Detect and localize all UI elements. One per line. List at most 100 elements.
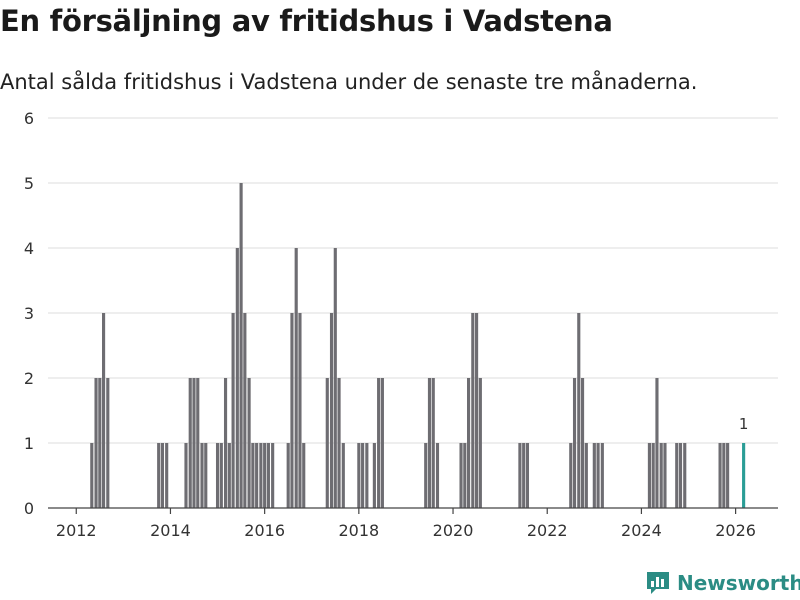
bar[interactable] (259, 443, 263, 508)
bar[interactable] (377, 378, 381, 508)
bar[interactable] (263, 443, 267, 508)
bar[interactable] (239, 183, 243, 508)
bar[interactable] (718, 443, 722, 508)
bar[interactable] (188, 378, 192, 508)
bar[interactable] (600, 443, 604, 508)
bar[interactable] (525, 443, 530, 508)
bar[interactable] (235, 248, 239, 508)
bar[interactable] (286, 443, 290, 508)
bar[interactable] (271, 443, 275, 508)
bar[interactable] (592, 443, 596, 508)
bar[interactable] (94, 378, 98, 508)
bar[interactable] (678, 443, 683, 508)
x-tick-label: 2022 (527, 521, 568, 540)
bar[interactable] (219, 443, 223, 508)
newsworthy-logo-icon (647, 572, 669, 594)
bar[interactable] (227, 443, 231, 508)
bar[interactable] (435, 443, 440, 508)
bar[interactable] (266, 443, 270, 508)
chart-subtitle: Antal sålda fritidshus i Vadstena under … (0, 70, 698, 94)
bar[interactable] (726, 443, 730, 508)
bar[interactable] (361, 443, 365, 508)
bar[interactable] (471, 313, 475, 508)
bar[interactable] (647, 443, 651, 508)
bar[interactable] (372, 443, 376, 508)
bar[interactable] (584, 443, 588, 508)
brand-name: Newsworthy (677, 571, 800, 595)
x-tick-label: 2026 (715, 521, 756, 540)
x-tick-label: 2018 (338, 521, 379, 540)
bar[interactable] (333, 248, 337, 508)
bar[interactable] (380, 378, 384, 508)
bar[interactable] (157, 443, 161, 508)
bar[interactable] (365, 443, 369, 508)
x-tick-label: 2020 (433, 521, 474, 540)
latest-value-label: 1 (739, 415, 749, 433)
bar[interactable] (255, 443, 259, 508)
bar[interactable] (675, 443, 679, 508)
bar[interactable] (518, 443, 522, 508)
gridlines (48, 117, 778, 444)
bar[interactable] (651, 443, 655, 508)
bar[interactable] (522, 443, 526, 508)
bar[interactable] (302, 443, 306, 508)
bar[interactable] (294, 248, 298, 508)
bar[interactable] (431, 378, 435, 508)
bar[interactable] (184, 443, 188, 508)
bar[interactable] (251, 443, 255, 508)
bar[interactable] (663, 443, 667, 508)
bar[interactable] (341, 443, 345, 508)
bar[interactable] (577, 313, 581, 508)
newsworthy-brand[interactable]: Newsworthy (645, 570, 800, 596)
bar[interactable] (596, 443, 600, 508)
bar[interactable] (475, 313, 479, 508)
bar[interactable] (231, 313, 235, 508)
axes: 0 1 2 3 4 5 6 1 2012 2014 2016 2018 2020 2022 2024 2026 (24, 109, 778, 540)
bar[interactable] (722, 443, 726, 508)
bar-latest[interactable] (742, 443, 746, 508)
y-tick-label: 0 (24, 499, 34, 518)
x-tick-label: 2024 (621, 521, 662, 540)
bar[interactable] (655, 378, 659, 508)
bar[interactable] (160, 443, 165, 508)
bar[interactable] (204, 443, 208, 508)
bar[interactable] (290, 313, 294, 508)
bar[interactable] (192, 378, 196, 508)
bar[interactable] (200, 443, 204, 508)
bar[interactable] (106, 378, 110, 508)
bar[interactable] (329, 313, 334, 508)
bar[interactable] (580, 378, 585, 508)
bar[interactable] (459, 443, 463, 508)
bar[interactable] (683, 443, 687, 508)
x-tick-label: 2016 (244, 521, 285, 540)
chart-title: En försäljning av fritidshus i Vadstena (0, 4, 613, 38)
bar[interactable] (196, 378, 200, 508)
bar[interactable] (325, 378, 329, 508)
bar[interactable] (102, 313, 106, 508)
bar[interactable] (165, 443, 169, 508)
bar[interactable] (337, 378, 341, 508)
bar[interactable] (223, 378, 228, 508)
bar[interactable] (427, 378, 432, 508)
y-tick-label: 2 (24, 369, 34, 388)
bar[interactable] (463, 443, 467, 508)
y-tick-label: 4 (24, 239, 34, 258)
x-tick-label: 2012 (56, 521, 97, 540)
bar[interactable] (215, 443, 220, 508)
bar[interactable] (467, 378, 471, 508)
x-tick-label: 2014 (150, 521, 191, 540)
bar[interactable] (298, 313, 302, 508)
bar[interactable] (243, 313, 247, 508)
bar[interactable] (659, 443, 663, 508)
y-tick-label: 6 (24, 109, 34, 128)
bar[interactable] (424, 443, 428, 508)
bar[interactable] (569, 443, 573, 508)
y-tick-label: 3 (24, 304, 34, 323)
bar[interactable] (90, 443, 94, 508)
bar[interactable] (98, 378, 102, 508)
bar[interactable] (357, 443, 361, 508)
bar[interactable] (247, 378, 251, 508)
bar[interactable] (572, 378, 577, 508)
bar[interactable] (478, 378, 482, 508)
